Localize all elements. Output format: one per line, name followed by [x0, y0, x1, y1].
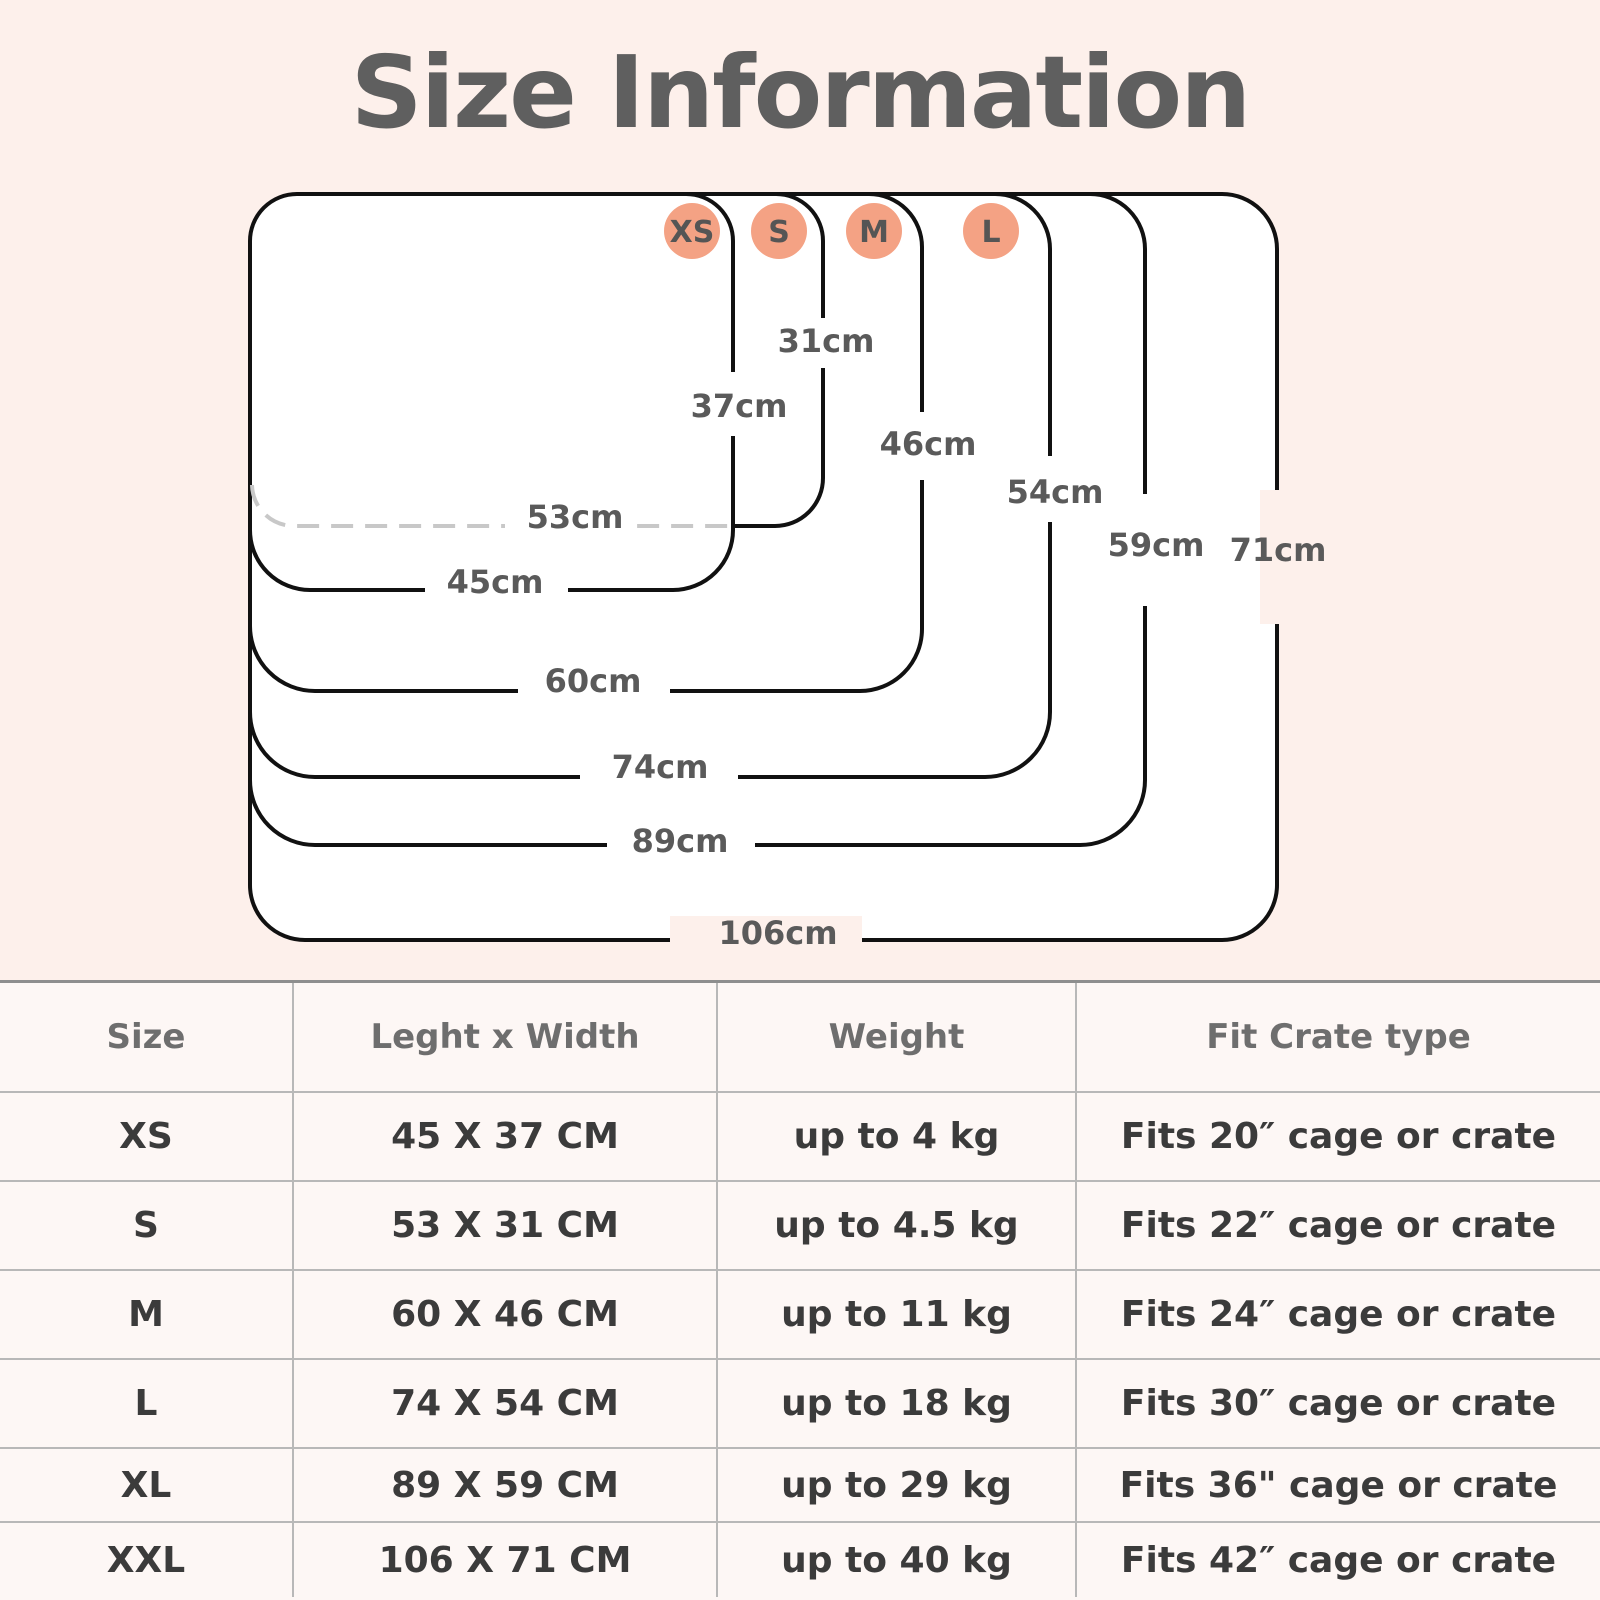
cell-weight: up to 29 kg [717, 1448, 1077, 1523]
cell-weight: up to 11 kg [717, 1270, 1077, 1360]
cell-dimensions: 53 X 31 CM [293, 1181, 718, 1271]
badge-m: M [846, 203, 902, 259]
gap-mask [1033, 456, 1065, 522]
cell-dimensions: 106 X 71 CM [293, 1522, 718, 1597]
height-label-xs: 37cm [691, 387, 788, 425]
gap-mask [1128, 494, 1160, 606]
cell-size: XL [0, 1448, 294, 1523]
width-label-m: 60cm [545, 662, 642, 700]
table-row: S 53 X 31 CM up to 4.5 kg Fits 22″ cage … [0, 1181, 1600, 1271]
cell-dimensions: 45 X 37 CM [293, 1092, 718, 1182]
table-row: XL 89 X 59 CM up to 29 kg Fits 36" cage … [0, 1448, 1600, 1523]
badge-l: L [963, 203, 1019, 259]
svg-text:M: M [859, 215, 889, 250]
cell-crate: Fits 42″ cage or crate [1120, 1539, 1557, 1581]
cell-size: S [0, 1181, 294, 1271]
outline-s [733, 192, 825, 528]
size-diagram: XS S M L 53cm 45cm 60cm 74cm 89cm 106cm … [248, 192, 1327, 956]
svg-text:S: S [768, 215, 790, 250]
gap-mask [518, 670, 670, 712]
cell-crate: Fits 36" cage or crate [1076, 1448, 1600, 1523]
cell-weight: up to 4 kg [717, 1092, 1077, 1182]
gap-mask [906, 412, 936, 480]
cell-weight: up to 18 kg [717, 1359, 1077, 1449]
table-header-row: Size Leght x Width Weight Fit Crate type [0, 981, 1600, 1093]
height-label-s: 31cm [778, 322, 875, 360]
width-label-xs: 45cm [447, 563, 544, 601]
cell-crate: Fits 22″ cage or crate [1076, 1181, 1600, 1271]
badge-xs: XS [664, 203, 720, 259]
gap-mask [718, 372, 748, 436]
outline-xxl [248, 192, 1279, 942]
badge-s: S [751, 203, 807, 259]
page-title: Size Information [350, 34, 1252, 151]
height-label-l: 54cm [1007, 473, 1104, 511]
size-table-container: Size Leght x Width Weight Fit Crate type… [0, 980, 1600, 1600]
cell-weight: up to 4.5 kg [717, 1181, 1077, 1271]
table-row: L 74 X 54 CM up to 18 kg Fits 30″ cage o… [0, 1359, 1600, 1449]
gap-mask [580, 756, 738, 796]
header-size: Size [0, 981, 294, 1093]
size-table: Size Leght x Width Weight Fit Crate type… [0, 980, 1600, 1597]
cell-size: L [0, 1359, 294, 1449]
cell-dimensions: 60 X 46 CM [293, 1270, 718, 1360]
height-label-m: 46cm [880, 425, 977, 463]
width-label-xl: 89cm [632, 822, 729, 860]
table-row: XXL 106 X 71 CM up to 40 kg Fits 42″ cag… [0, 1522, 1600, 1597]
width-label-l: 74cm [612, 748, 709, 786]
outline-m [248, 192, 924, 693]
gap-mask [425, 572, 568, 612]
width-label-s: 53cm [527, 498, 624, 536]
height-label-xxl: 71cm [1230, 531, 1327, 569]
gap-mask [505, 508, 635, 544]
height-label-xl: 59cm [1108, 526, 1205, 564]
cell-crate: Fits 20″ cage or crate [1076, 1092, 1600, 1182]
gap-mask [607, 826, 755, 866]
width-label-xxl: 106cm [718, 914, 837, 952]
outline-l [248, 192, 1052, 779]
table-row: M 60 X 46 CM up to 11 kg Fits 24″ cage o… [0, 1270, 1600, 1360]
header-length-width: Leght x Width [293, 981, 718, 1093]
table-row: XS 45 X 37 CM up to 4 kg Fits 20″ cage o… [0, 1092, 1600, 1182]
cell-size: XS [0, 1092, 294, 1182]
header-weight: Weight [717, 981, 1077, 1093]
svg-text:XS: XS [670, 215, 715, 250]
outline-xl [248, 192, 1147, 847]
outline-xs [248, 192, 735, 592]
cell-size: M [0, 1270, 294, 1360]
gap-mask [808, 318, 838, 368]
cell-dimensions: 74 X 54 CM [293, 1359, 718, 1449]
svg-text:L: L [981, 215, 1000, 250]
gap-mask [1260, 490, 1290, 624]
cell-size: XXL [0, 1522, 294, 1597]
cell-weight: up to 40 kg [717, 1522, 1077, 1597]
cell-crate: Fits 30″ cage or crate [1076, 1359, 1600, 1449]
cell-crate: Fits 24″ cage or crate [1076, 1270, 1600, 1360]
cell-dimensions: 89 X 59 CM [293, 1448, 718, 1523]
outline-s-dashed [250, 484, 733, 528]
header-fit-crate-type: Fit Crate type [1076, 981, 1600, 1093]
gap-mask [670, 916, 862, 956]
